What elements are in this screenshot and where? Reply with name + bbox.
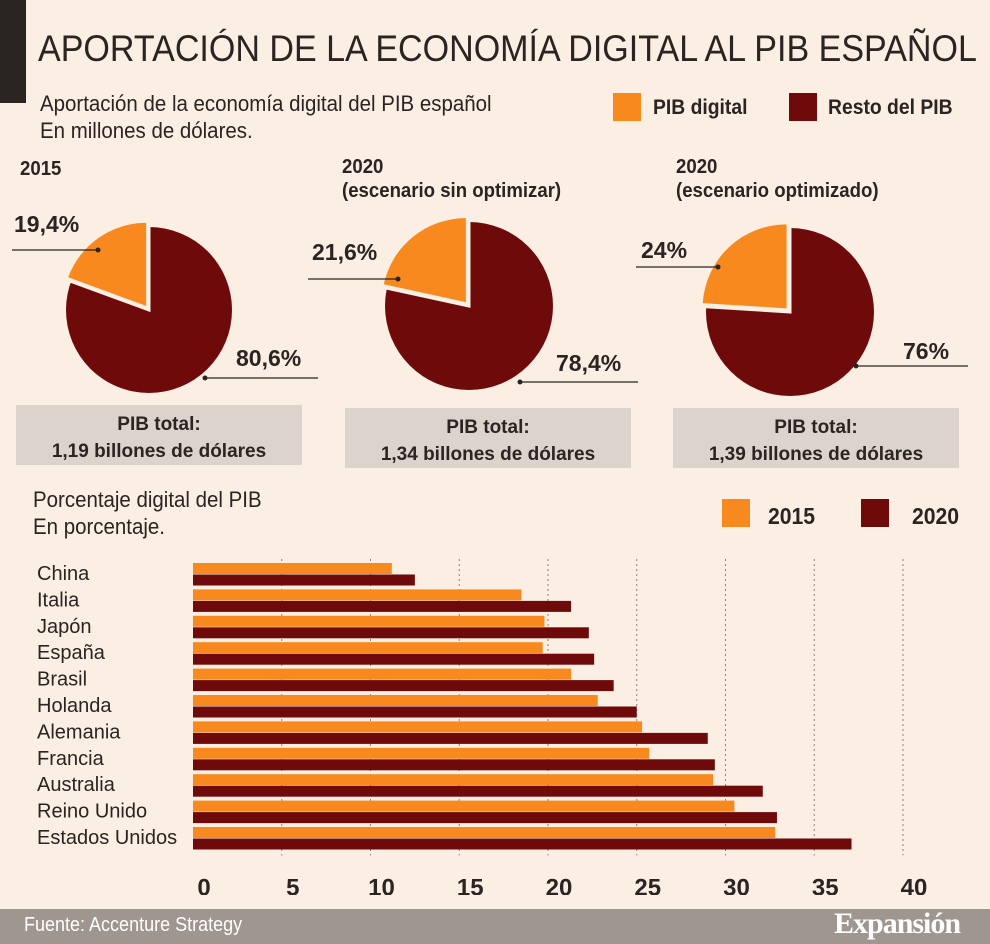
bar-section-subtitle: Porcentaje digital del PIB (33, 487, 262, 512)
footer-bar (0, 909, 990, 944)
pie-3-leader-dot (853, 363, 859, 369)
pie-1-heading: 2015 (20, 158, 62, 180)
pie-1-total-box: PIB total: 1,19 billones de dólares (16, 405, 302, 465)
bar-chart-svg: China Italia Japón España Brasil Holanda Alema… (37, 559, 928, 895)
pie-3-leader-dot (715, 264, 721, 270)
bar-section-units: En porcentaje. (33, 514, 165, 539)
bar-2015 (193, 615, 545, 627)
category-label: Australia (37, 774, 116, 796)
legend-swatch-digital (613, 93, 641, 121)
pie-1-rest-label: 80,6% (236, 345, 302, 371)
pie-3-subheading: (escenario optimizado) (676, 180, 879, 202)
bar-2015 (193, 827, 776, 838)
bar-2015 (193, 747, 650, 759)
bar-2020 (193, 838, 852, 850)
pie-3-total-box: PIB total: 1,39 billones de dólares (673, 408, 959, 468)
category-label: Estados Unidos (37, 827, 177, 849)
legend-label-2015: 2015 (768, 503, 816, 529)
pie-2-leader-dot (517, 379, 523, 385)
pie-3-rest-label: 76% (903, 338, 950, 364)
bar-2020 (193, 706, 637, 718)
x-tick-label: 15 (457, 874, 484, 895)
category-label: China (37, 563, 90, 585)
bar-2020 (193, 732, 708, 744)
pie-3-digital-label: 24% (641, 237, 688, 263)
pie-2-slice-digital (383, 218, 466, 303)
bar-2020 (193, 627, 589, 639)
category-label: Japón (37, 616, 92, 638)
brand-logo: Expansión (834, 907, 961, 940)
bar-2015 (193, 642, 543, 654)
legend-swatch-2015 (722, 499, 750, 527)
pie-1-total-label: PIB total: (117, 414, 201, 435)
category-label: Alemania (37, 721, 121, 743)
bar-2020 (193, 653, 595, 665)
x-tick-label: 25 (634, 874, 661, 895)
pie-3-total-value: 1,39 billones de dólares (708, 444, 924, 465)
legend-label-2020: 2020 (912, 503, 960, 529)
pie-1-leader-dot (202, 375, 208, 381)
pie-1-leader-dot (95, 247, 101, 253)
x-tick-label: 30 (723, 874, 750, 895)
bar-2015 (193, 800, 735, 812)
pie-section-units: En millones de dólares. (40, 118, 253, 143)
pie-1-slice-digital (68, 222, 147, 306)
bar-2015 (193, 563, 392, 574)
x-tick-label: 10 (368, 874, 395, 895)
category-label: España (37, 642, 106, 664)
bar-2015 (193, 774, 714, 786)
x-tick-label: 40 (901, 874, 928, 895)
bar-2020 (193, 785, 763, 797)
x-tick-label: 0 (197, 874, 210, 895)
pies-svg (12, 218, 968, 396)
pie-2-leader-dot (395, 276, 401, 282)
pie-2-total-value: 1,34 billones de dólares (380, 444, 596, 465)
page-title: APORTACIÓN DE LA ECONOMÍA DIGITAL AL PIB… (38, 28, 977, 69)
bar-2020 (193, 680, 614, 692)
pie-2-digital-label: 21,6% (312, 239, 378, 265)
bar-2020 (193, 759, 715, 771)
title-accent-bar (0, 0, 26, 103)
category-label: Reino Unido (37, 801, 147, 823)
legend-label-digital: PIB digital (653, 96, 748, 119)
pie-2-subheading: (escenario sin optimizar) (342, 180, 562, 202)
pie-2-total-box: PIB total: 1,34 billones de dólares (345, 408, 631, 468)
pie-2-rest-label: 78,4% (556, 350, 622, 376)
pie-1-digital-label: 19,4% (14, 211, 80, 237)
bar-2015 (193, 695, 598, 706)
bar-2015 (193, 589, 522, 601)
x-tick-label: 5 (286, 874, 299, 895)
pie-3-heading: 2020 (676, 156, 718, 178)
x-tick-label: 20 (546, 874, 573, 895)
legend-swatch-rest (789, 93, 817, 121)
category-label: Brasil (37, 669, 87, 691)
pie-section-subtitle: Aportación de la economía digital del PI… (40, 91, 492, 116)
pie-3-total-label: PIB total: (774, 417, 858, 438)
pie-2-heading: 2020 (342, 156, 384, 178)
bar-2015 (193, 668, 572, 680)
category-label: Francia (37, 748, 105, 770)
legend-swatch-2020 (861, 499, 889, 527)
x-tick-label: 35 (812, 874, 839, 895)
bar-2015 (193, 721, 643, 733)
legend-label-rest: Resto del PIB (828, 96, 953, 119)
category-label: Italia (37, 589, 80, 611)
pie-2-total-label: PIB total: (446, 417, 530, 438)
bar-2020 (193, 600, 572, 612)
bar-2020 (193, 574, 415, 586)
pie-3-slice-digital (702, 224, 787, 309)
source-note: Fuente: Accenture Strategy (24, 914, 243, 936)
bar-2020 (193, 812, 777, 824)
pie-1-total-value: 1,19 billones de dólares (51, 441, 267, 462)
category-label: Holanda (37, 695, 112, 717)
